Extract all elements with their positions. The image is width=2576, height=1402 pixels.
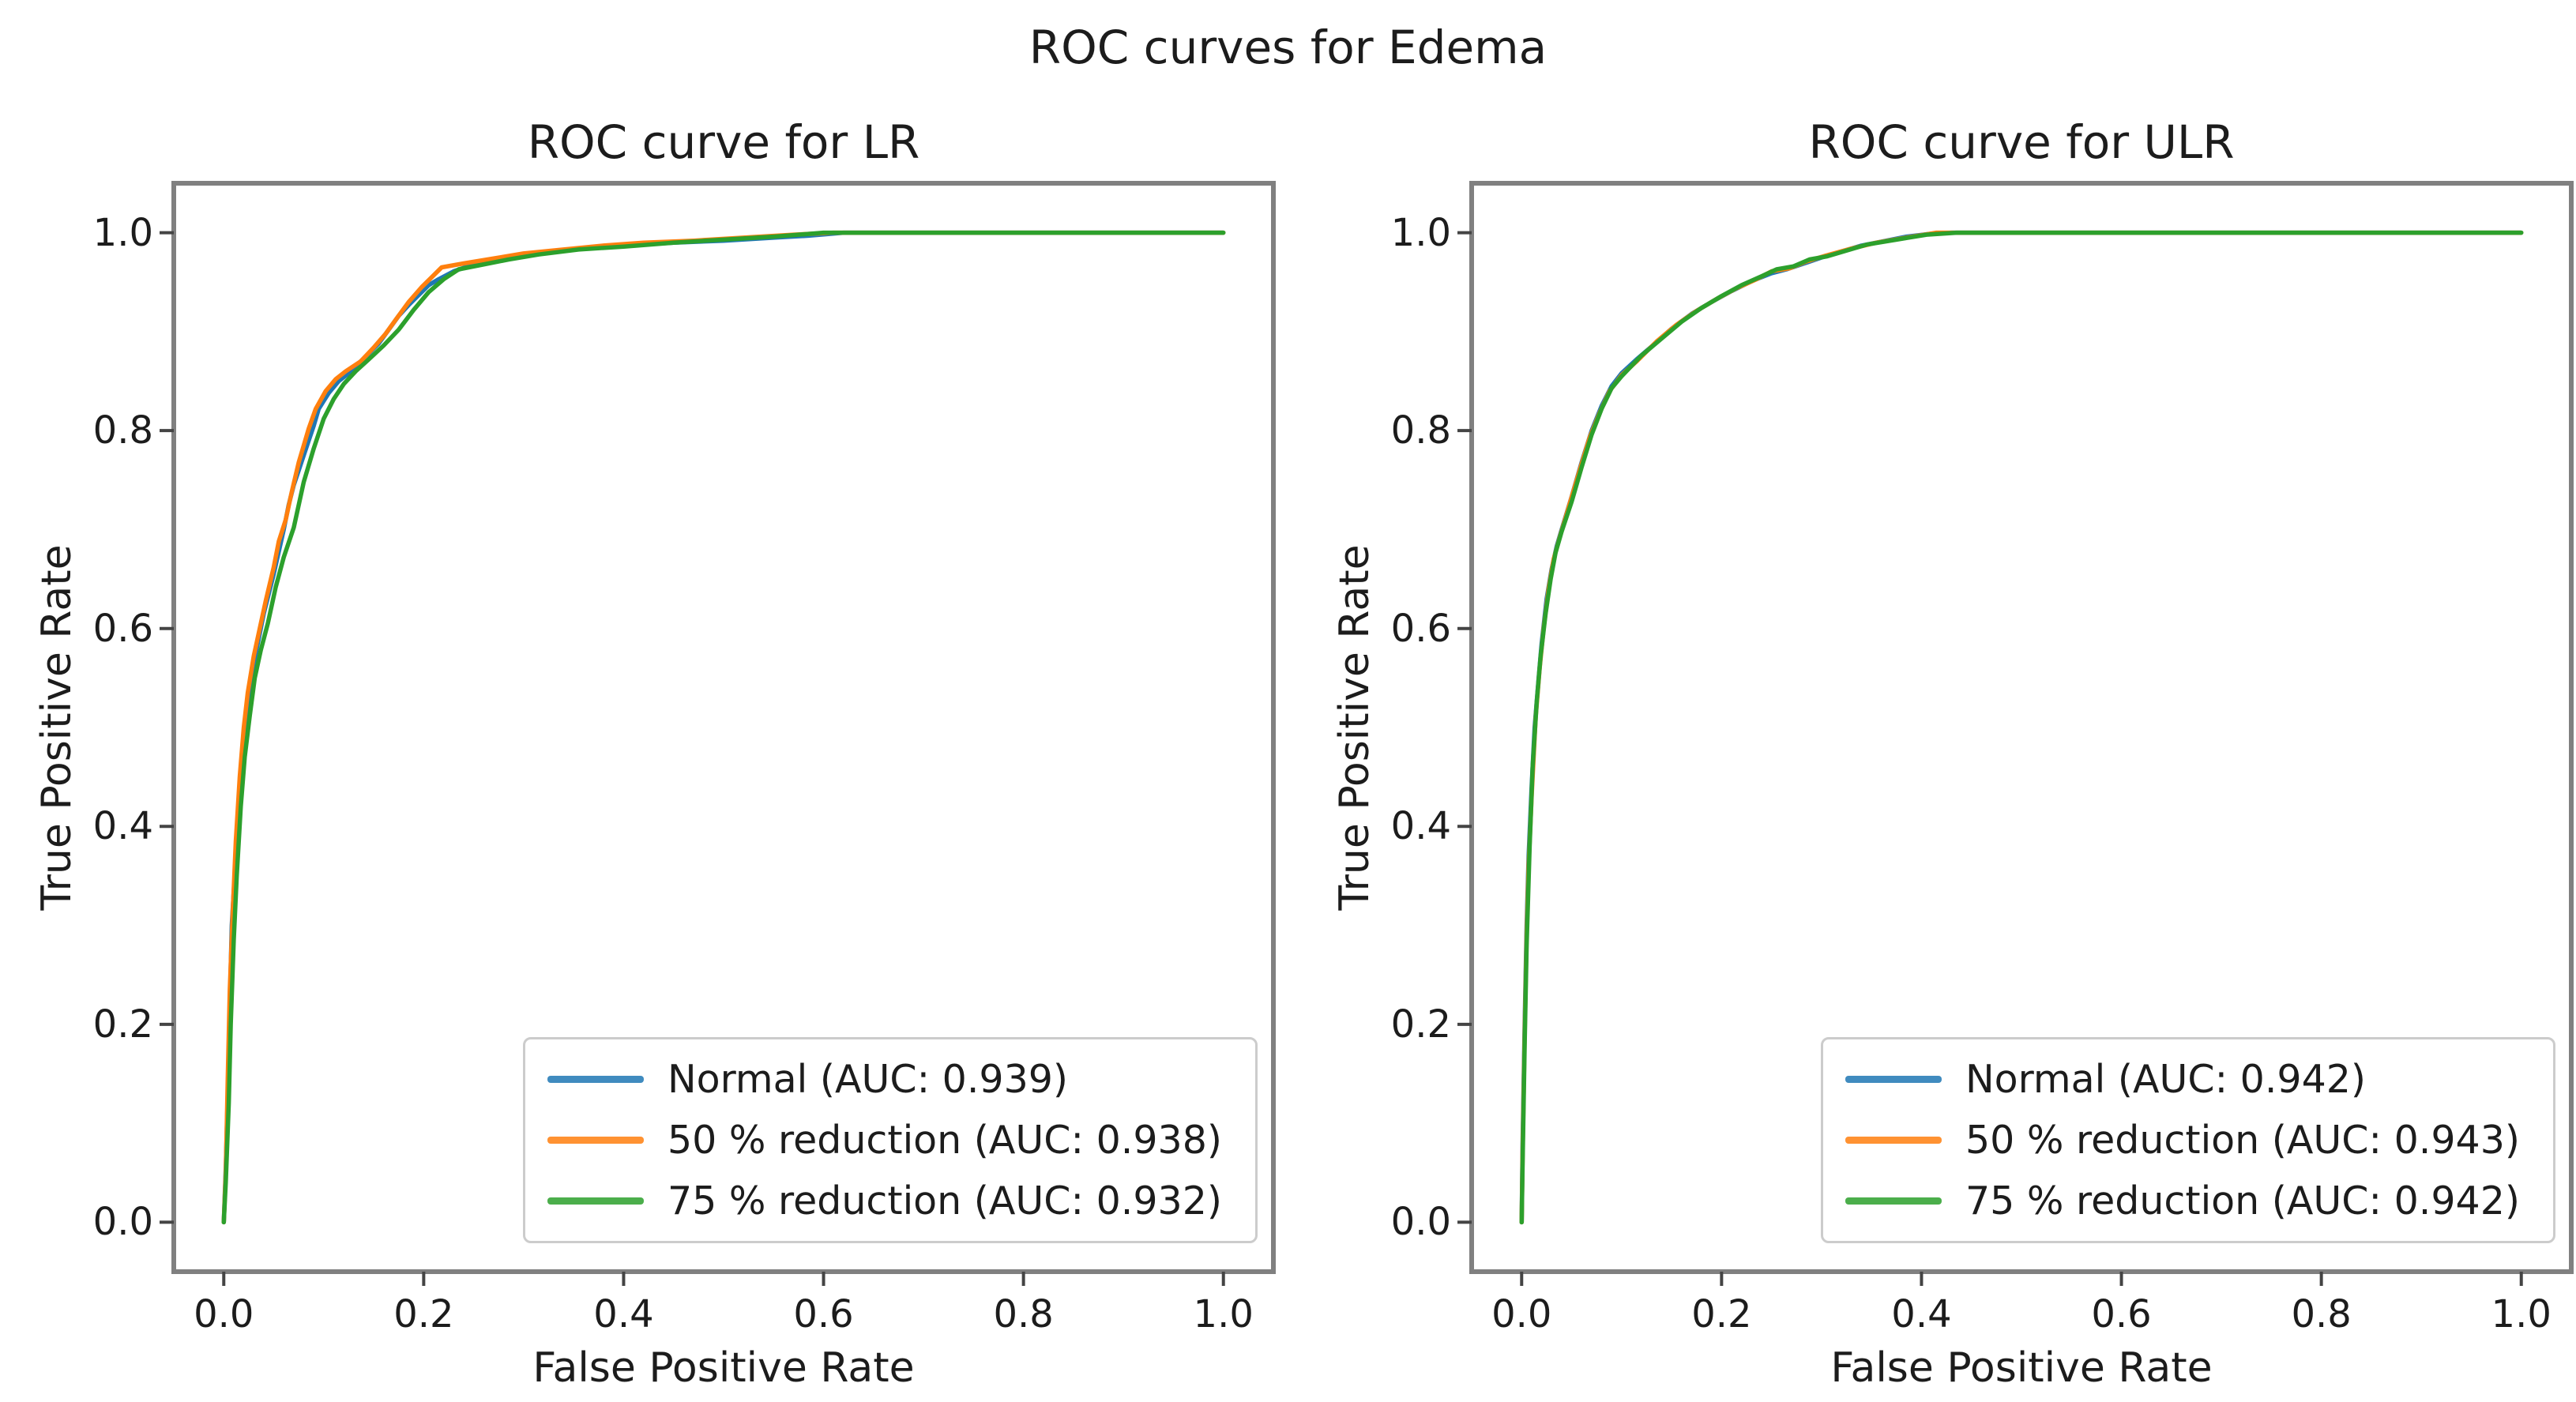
- x-tick-label: 0.2: [1691, 1292, 1752, 1336]
- legend-ulr: Normal (AUC: 0.942) 50 % reduction (AUC: …: [1820, 1037, 2555, 1243]
- y-axis-label-lr: True Positive Rate: [33, 544, 81, 911]
- legend-item: 50 % reduction (AUC: 0.938): [547, 1118, 1222, 1163]
- y-tick-label: 0.0: [92, 1200, 153, 1245]
- y-tick-label: 0.8: [1390, 408, 1451, 453]
- x-tick-label: 0.4: [1891, 1292, 1952, 1336]
- legend-line-swatch: [1845, 1137, 1942, 1144]
- legend-item: 50 % reduction (AUC: 0.943): [1845, 1118, 2520, 1163]
- y-tick-label: 0.8: [92, 408, 153, 453]
- y-tick-label: 0.4: [92, 804, 153, 849]
- legend-label: 50 % reduction (AUC: 0.943): [1965, 1118, 2520, 1163]
- y-tick-label: 0.4: [1390, 804, 1451, 849]
- x-tick-label: 0.0: [1491, 1292, 1552, 1336]
- x-axis-label-lr: False Positive Rate: [532, 1344, 915, 1392]
- axes-spines: [171, 181, 1276, 1274]
- y-tick-label: 0.6: [92, 606, 153, 651]
- legend-line-swatch: [1845, 1197, 1942, 1205]
- legend-line-swatch: [547, 1197, 644, 1205]
- roc-curve-75-reduction: [1519, 230, 2524, 1225]
- y-tick-label: 0.2: [1390, 1002, 1451, 1047]
- y-tick-label: 1.0: [92, 210, 153, 255]
- x-axis-label-ulr: False Positive Rate: [1830, 1344, 2213, 1392]
- legend-line-swatch: [547, 1137, 644, 1144]
- subplot-ulr: ROC curve for ULR True Positive Rate Nor…: [1331, 115, 2574, 1392]
- legend-label: 75 % reduction (AUC: 0.932): [667, 1178, 1222, 1223]
- x-tick-label: 0.4: [593, 1292, 654, 1336]
- legend-line-swatch: [1845, 1076, 1942, 1083]
- legend-item: Normal (AUC: 0.942): [1845, 1057, 2520, 1102]
- subplot-title-lr: ROC curve for LR: [527, 115, 920, 169]
- y-tick-label: 1.0: [1390, 210, 1451, 255]
- legend-label: 50 % reduction (AUC: 0.938): [667, 1118, 1222, 1163]
- y-tick-label: 0.0: [1390, 1200, 1451, 1245]
- legend-label: Normal (AUC: 0.939): [667, 1057, 1069, 1102]
- subplot-title-ulr: ROC curve for ULR: [1808, 115, 2235, 169]
- y-axis-label-ulr: True Positive Rate: [1331, 544, 1378, 911]
- figure-title: ROC curves for Edema: [1029, 21, 1547, 74]
- legend-line-swatch: [547, 1076, 644, 1083]
- x-tick-label: 0.6: [793, 1292, 854, 1336]
- x-tick-label: 0.0: [194, 1292, 254, 1336]
- x-tick-label: 0.8: [2291, 1292, 2352, 1336]
- roc-curve-75-reduction: [221, 230, 1226, 1225]
- x-tick-label: 0.8: [993, 1292, 1054, 1336]
- plot-area-lr: [160, 181, 1276, 1286]
- y-tick-label: 0.2: [92, 1002, 153, 1047]
- legend-item: Normal (AUC: 0.939): [547, 1057, 1222, 1102]
- legend-label: Normal (AUC: 0.942): [1965, 1057, 2367, 1102]
- legend-lr: Normal (AUC: 0.939) 50 % reduction (AUC: …: [522, 1037, 1258, 1243]
- x-tick-label: 1.0: [1193, 1292, 1254, 1336]
- legend-item: 75 % reduction (AUC: 0.942): [1845, 1178, 2520, 1223]
- axes-spines: [1469, 181, 2574, 1274]
- y-tick-label: 0.6: [1390, 606, 1451, 651]
- x-tick-label: 0.2: [393, 1292, 454, 1336]
- legend-label: 75 % reduction (AUC: 0.942): [1965, 1178, 2520, 1223]
- plot-area-ulr: [1457, 181, 2574, 1286]
- legend-item: 75 % reduction (AUC: 0.932): [547, 1178, 1222, 1223]
- subplot-lr: ROC curve for LR True Positive Rate Norm…: [33, 115, 1276, 1392]
- x-tick-label: 1.0: [2491, 1292, 2552, 1336]
- x-tick-label: 0.6: [2091, 1292, 2152, 1336]
